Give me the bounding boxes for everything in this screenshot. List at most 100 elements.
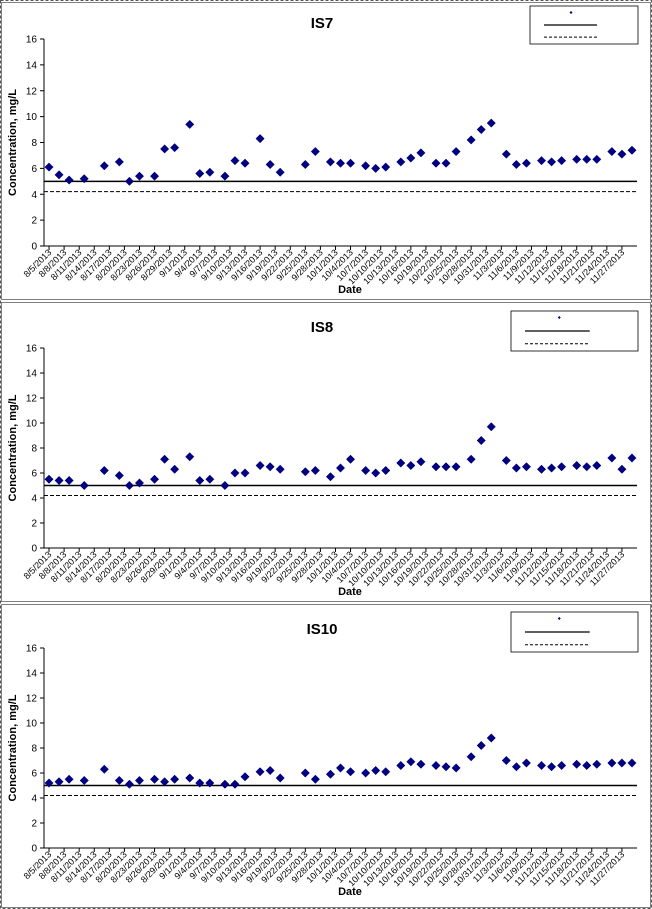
data-point	[521, 462, 531, 472]
data-point	[220, 480, 230, 491]
y-tick-label: 12	[26, 86, 38, 97]
data-point	[325, 769, 336, 779]
data-point	[627, 145, 637, 155]
data-point	[617, 758, 627, 768]
data-point	[54, 777, 64, 787]
y-tick-label: 14	[26, 669, 38, 680]
data-point	[406, 153, 416, 163]
data-point	[64, 175, 74, 185]
data-point	[99, 161, 109, 171]
y-tick-label: 0	[31, 242, 37, 253]
data-point	[361, 161, 371, 171]
data-point	[255, 767, 265, 777]
y-axis-title: Concentration, mg/L	[7, 394, 19, 501]
data-point	[150, 474, 160, 484]
data-point	[476, 125, 486, 135]
data-point	[170, 464, 180, 474]
data-point	[466, 135, 476, 145]
data-point	[476, 740, 486, 751]
data-point	[592, 759, 602, 769]
data-point	[300, 467, 310, 477]
data-point	[275, 464, 285, 474]
chart-title: IS8	[311, 319, 334, 336]
data-point	[572, 154, 582, 164]
data-point	[451, 147, 461, 157]
data-point	[396, 458, 406, 468]
data-point	[325, 472, 336, 482]
data-point	[44, 162, 54, 172]
panel-border	[1, 2, 651, 300]
data-point	[431, 158, 441, 168]
data-point	[511, 463, 521, 473]
data-point	[361, 465, 371, 476]
data-point	[441, 462, 451, 472]
data-point	[134, 171, 145, 181]
data-point	[335, 763, 346, 773]
y-tick-label: 16	[26, 644, 38, 655]
legend-marker-symbol	[569, 11, 573, 14]
data-point	[431, 760, 441, 771]
y-tick-label: 10	[26, 719, 38, 730]
data-point	[310, 774, 320, 784]
chart-title: IS7	[311, 15, 334, 32]
data-point	[134, 478, 145, 488]
panel-border	[1, 302, 651, 602]
panel-border	[1, 604, 651, 908]
y-tick-label: 2	[31, 216, 37, 227]
y-tick-label: 14	[26, 369, 38, 380]
data-point	[521, 758, 531, 768]
data-point	[114, 470, 124, 481]
data-point	[557, 462, 567, 472]
data-point	[230, 468, 240, 478]
data-point	[99, 465, 109, 476]
data-point	[64, 774, 74, 784]
data-point	[466, 752, 476, 762]
y-tick-label: 6	[31, 469, 37, 480]
y-tick-label: 10	[26, 112, 38, 123]
data-point	[230, 779, 240, 789]
data-point	[44, 778, 54, 788]
data-point	[592, 460, 602, 471]
data-point	[536, 156, 547, 166]
data-point	[511, 159, 521, 170]
x-axis-title: Date	[338, 586, 362, 598]
data-point	[54, 475, 64, 486]
data-point	[170, 774, 180, 784]
legend-marker-symbol	[557, 316, 561, 319]
data-point	[557, 760, 567, 771]
data-point	[150, 171, 160, 181]
data-point	[265, 159, 275, 170]
data-point	[536, 760, 547, 771]
y-tick-label: 8	[31, 138, 37, 149]
data-point	[240, 772, 250, 782]
data-point	[406, 757, 416, 767]
y-axis-title: Concentration, mg/L	[7, 694, 19, 801]
data-point	[416, 457, 426, 467]
data-point	[466, 454, 476, 464]
y-tick-label: 16	[26, 344, 38, 355]
data-point	[582, 154, 592, 164]
data-point	[381, 767, 391, 777]
data-point	[501, 455, 511, 466]
data-point	[134, 775, 145, 786]
y-tick-label: 4	[31, 794, 37, 805]
y-tick-label: 4	[31, 494, 37, 505]
data-point	[205, 167, 215, 177]
y-axis-title: Concentration, mg/L	[7, 89, 19, 196]
data-point	[431, 462, 441, 472]
y-tick-label: 6	[31, 164, 37, 175]
data-point	[195, 168, 205, 179]
data-point	[572, 460, 582, 471]
data-point	[205, 778, 215, 788]
y-tick-label: 8	[31, 744, 37, 755]
data-point	[451, 462, 461, 472]
data-point	[607, 147, 617, 157]
data-point	[160, 144, 170, 154]
y-tick-label: 16	[26, 35, 38, 46]
data-point	[557, 156, 567, 166]
y-tick-label: 4	[31, 190, 37, 201]
y-tick-label: 12	[26, 394, 38, 405]
data-point	[381, 465, 391, 476]
data-point	[486, 422, 496, 432]
data-point	[582, 760, 592, 771]
